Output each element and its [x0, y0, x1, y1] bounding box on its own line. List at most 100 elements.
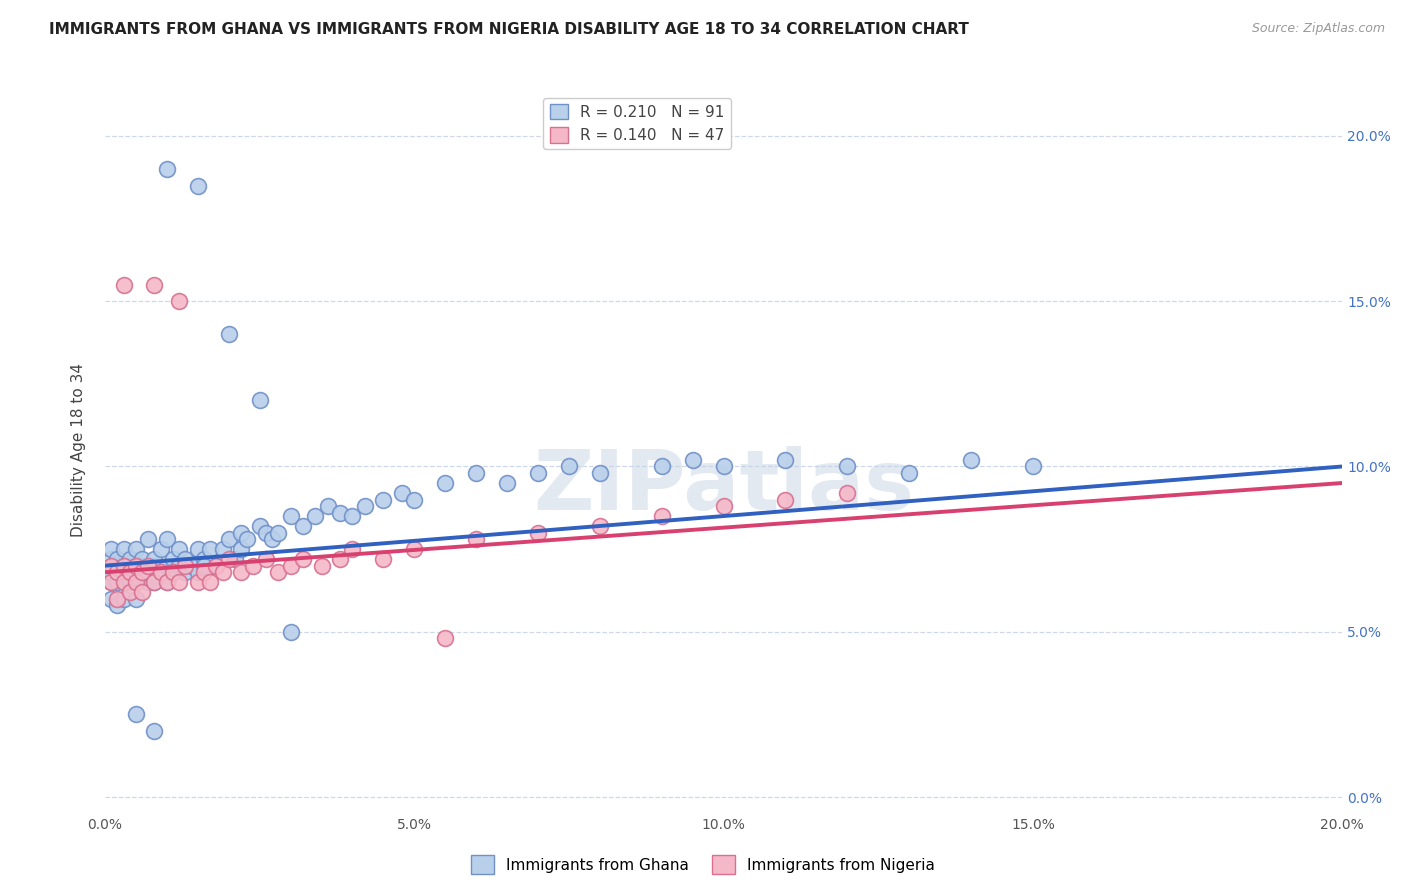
Point [105, 599, 128, 613]
Point [125, 575, 148, 590]
Point [162, 566, 184, 580]
Point [105, 566, 128, 580]
Text: ZIPatlas: ZIPatlas [533, 446, 914, 527]
Point [589, 466, 612, 480]
Point [898, 466, 921, 480]
Point [118, 552, 141, 566]
Point [193, 566, 215, 580]
Point [143, 575, 166, 590]
Point [131, 566, 153, 580]
Point [311, 558, 333, 573]
Point [280, 558, 302, 573]
Point [131, 552, 153, 566]
Point [112, 558, 135, 573]
Point [434, 632, 457, 646]
Point [960, 453, 983, 467]
Point [112, 277, 135, 292]
Point [496, 475, 519, 490]
Point [118, 585, 141, 599]
Point [143, 277, 166, 292]
Point [149, 566, 172, 580]
Point [267, 525, 290, 540]
Point [105, 552, 128, 566]
Point [118, 575, 141, 590]
Point [211, 542, 233, 557]
Point [136, 566, 159, 580]
Point [682, 453, 704, 467]
Point [373, 492, 395, 507]
Text: Source: ZipAtlas.com: Source: ZipAtlas.com [1251, 22, 1385, 36]
Point [242, 558, 264, 573]
Point [249, 393, 271, 408]
Point [193, 552, 215, 566]
Point [342, 509, 364, 524]
Point [100, 591, 122, 606]
Point [105, 558, 128, 573]
Point [651, 509, 673, 524]
Point [249, 519, 271, 533]
Point [218, 532, 240, 546]
Point [156, 161, 179, 176]
Point [558, 459, 581, 474]
Point [105, 591, 128, 606]
Point [229, 542, 252, 557]
Point [254, 525, 277, 540]
Point [162, 566, 184, 580]
Point [100, 575, 122, 590]
Point [100, 558, 122, 573]
Point [280, 624, 302, 639]
Legend: Immigrants from Ghana, Immigrants from Nigeria: Immigrants from Ghana, Immigrants from N… [465, 849, 941, 880]
Point [143, 575, 166, 590]
Point [329, 552, 352, 566]
Point [198, 542, 221, 557]
Point [125, 558, 148, 573]
Point [205, 558, 228, 573]
Point [100, 566, 122, 580]
Text: IMMIGRANTS FROM GHANA VS IMMIGRANTS FROM NIGERIA DISABILITY AGE 18 TO 34 CORRELA: IMMIGRANTS FROM GHANA VS IMMIGRANTS FROM… [49, 22, 969, 37]
Point [236, 532, 259, 546]
Point [404, 492, 426, 507]
Point [118, 566, 141, 580]
Point [125, 558, 148, 573]
Point [218, 327, 240, 342]
Point [224, 552, 246, 566]
Point [837, 486, 859, 500]
Point [156, 532, 179, 546]
Point [100, 575, 122, 590]
Point [198, 575, 221, 590]
Point [131, 585, 153, 599]
Point [291, 519, 314, 533]
Point [174, 558, 197, 573]
Point [156, 575, 179, 590]
Point [187, 566, 209, 580]
Point [316, 499, 339, 513]
Point [267, 566, 290, 580]
Point [136, 532, 159, 546]
Point [125, 591, 148, 606]
Point [131, 558, 153, 573]
Point [291, 552, 314, 566]
Point [254, 552, 277, 566]
Point [229, 566, 252, 580]
Point [342, 542, 364, 557]
Point [837, 459, 859, 474]
Point [112, 591, 135, 606]
Point [100, 542, 122, 557]
Point [193, 558, 215, 573]
Point [131, 566, 153, 580]
Point [156, 575, 179, 590]
Point [187, 178, 209, 193]
Point [112, 566, 135, 580]
Point [149, 542, 172, 557]
Point [329, 506, 352, 520]
Y-axis label: Disability Age 18 to 34: Disability Age 18 to 34 [72, 363, 86, 537]
Point [589, 519, 612, 533]
Point [105, 566, 128, 580]
Point [167, 558, 190, 573]
Point [112, 558, 135, 573]
Point [775, 453, 797, 467]
Point [187, 575, 209, 590]
Point [404, 542, 426, 557]
Point [156, 558, 179, 573]
Point [125, 575, 148, 590]
